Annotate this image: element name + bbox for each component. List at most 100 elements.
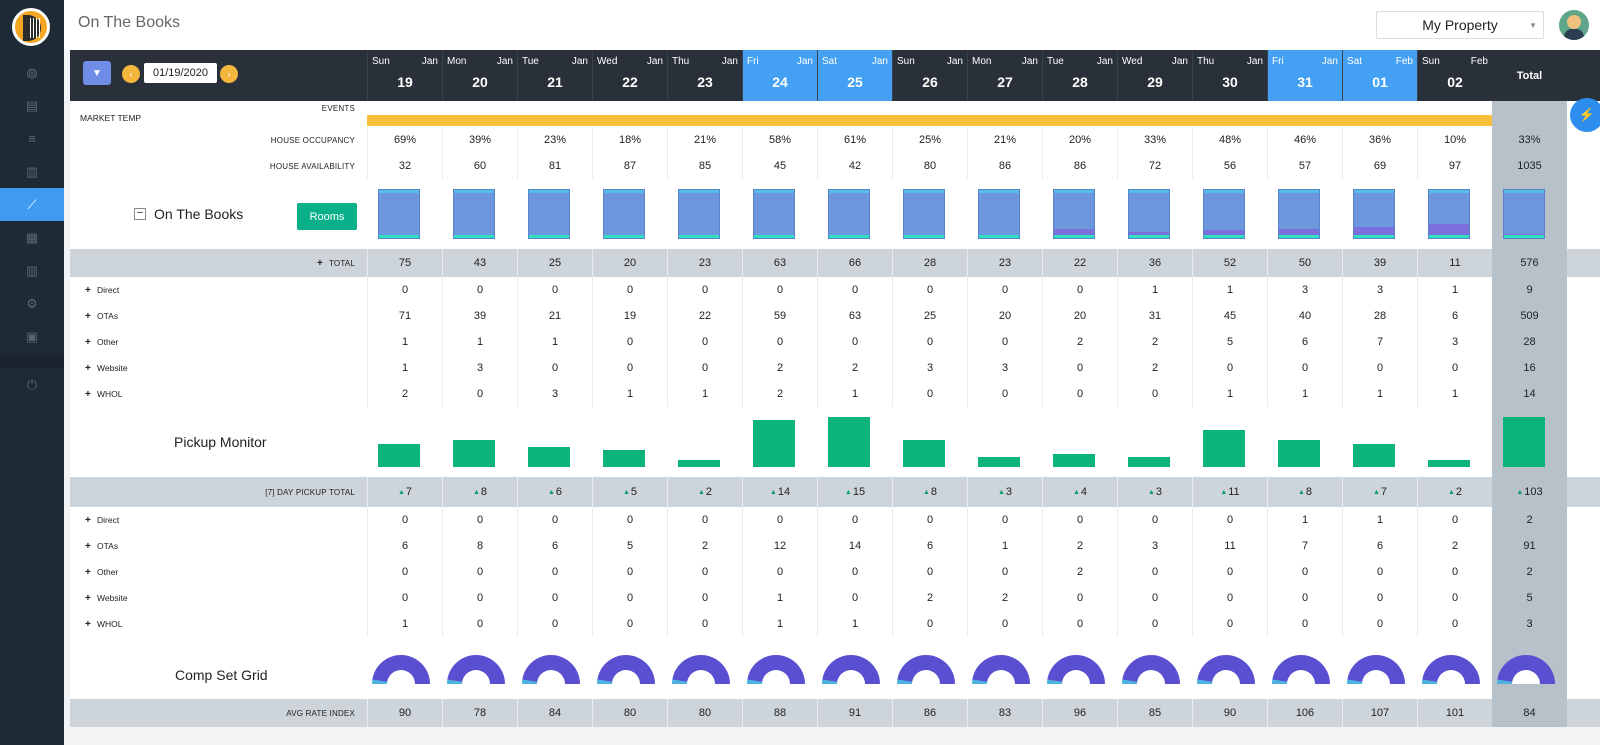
value-cell: 0 — [1192, 611, 1267, 637]
expand-icon[interactable]: + — [85, 310, 91, 322]
expand-icon[interactable]: + — [85, 514, 91, 526]
collapse-icon[interactable]: − — [134, 208, 146, 220]
day-header[interactable]: Sun Jan 19 — [367, 50, 442, 101]
sidebar-item-power[interactable]: ⏻ — [0, 368, 64, 401]
flash-icon[interactable]: ⚡ — [1570, 98, 1600, 132]
property-select[interactable]: My Property ▼ — [1376, 11, 1544, 39]
cell-value: 32 — [398, 160, 412, 172]
cell-value: 0 — [401, 514, 409, 526]
value-cell: 0 — [667, 355, 742, 381]
expand-icon[interactable]: + — [85, 540, 91, 552]
value-cell: 0 — [967, 381, 1042, 407]
value-cell: 39% — [442, 127, 517, 153]
value-cell: 2 — [742, 355, 817, 381]
stack-mid-segment — [1354, 227, 1394, 235]
cell-value: 57 — [1298, 160, 1312, 172]
stack-bottom-segment — [1354, 235, 1394, 238]
value-cell: 32 — [367, 153, 442, 179]
value-cell: 60 — [442, 153, 517, 179]
value-cell: 3 — [517, 381, 592, 407]
events-row: EVENTS MARKET TEMP — [70, 101, 1600, 127]
sidebar-item-building[interactable]: ▤ — [0, 89, 64, 122]
channel-name: Other — [97, 337, 119, 347]
day-header-top: Sat Feb — [1343, 50, 1417, 67]
filter-button[interactable]: ▼ — [83, 61, 111, 85]
calendar-icon: ▦ — [25, 229, 39, 245]
day-month: Jan — [1021, 56, 1038, 67]
cell-value: 21 — [548, 310, 562, 322]
cell-value: 0 — [1376, 566, 1384, 578]
sidebar-item-report[interactable]: ▥ — [0, 254, 64, 287]
day-header[interactable]: Tue Jan 21 — [517, 50, 592, 101]
cell-value: 1 — [851, 618, 859, 630]
value-cell: 0 — [667, 611, 742, 637]
day-header[interactable]: Sun Jan 26 — [892, 50, 967, 101]
cell-value: 0 — [1001, 566, 1009, 578]
day-header[interactable]: Wed Jan 22 — [592, 50, 667, 101]
cell-value: 2 — [1001, 592, 1009, 604]
cell-value: 78 — [473, 707, 487, 719]
day-header[interactable]: Sat Jan 25 — [817, 50, 892, 101]
value-cell: 0 — [817, 507, 892, 533]
value-cell: 57 — [1267, 153, 1342, 179]
expand-icon[interactable]: + — [85, 592, 91, 604]
prev-date-button[interactable]: ‹ — [122, 65, 140, 83]
day-header[interactable]: Tue Jan 28 — [1042, 50, 1117, 101]
value-cell: 3 — [892, 355, 967, 381]
stack-bottom-segment — [454, 235, 494, 238]
rooms-button[interactable]: Rooms — [297, 203, 357, 230]
day-header[interactable]: Mon Jan 27 — [967, 50, 1042, 101]
expand-icon[interactable]: + — [85, 388, 91, 400]
cell-value: 0 — [551, 284, 559, 296]
cell-value: 0 — [1076, 362, 1084, 374]
sidebar-item-bar-chart[interactable]: ▥ — [0, 155, 64, 188]
day-header[interactable]: Sat Feb 01 — [1342, 50, 1417, 101]
day-header[interactable]: Thu Jan 30 — [1192, 50, 1267, 101]
sidebar-item-notebook[interactable]: ▣ — [0, 320, 64, 353]
day-header[interactable]: Sun Feb 02 — [1417, 50, 1492, 101]
expand-icon[interactable]: + — [85, 336, 91, 348]
cell-value: 1 — [1301, 388, 1309, 400]
value-cell: 0 — [367, 559, 442, 585]
cell-value: 0 — [1151, 618, 1159, 630]
settings-icon: ⚙ — [26, 295, 38, 311]
avatar[interactable] — [1559, 10, 1589, 40]
cell-value: 0 — [926, 336, 934, 348]
cell-value: 14 — [777, 486, 791, 498]
sidebar-item-dashboard[interactable]: ◍ — [0, 56, 64, 89]
house-availability-label: HOUSE AVAILABILITY — [269, 161, 355, 171]
stack-bottom-segment — [1054, 235, 1094, 238]
value-cell: 0 — [1117, 559, 1192, 585]
day-header[interactable]: Mon Jan 20 — [442, 50, 517, 101]
donut-hole — [1062, 670, 1090, 684]
value-cell: ▲ 2 — [667, 477, 742, 507]
value-cell: 106 — [1267, 699, 1342, 727]
expand-icon[interactable]: + — [85, 618, 91, 630]
cell-value: 87 — [623, 160, 637, 172]
app-logo[interactable] — [12, 8, 50, 46]
cell-value: 0 — [701, 566, 709, 578]
total-cell: 84 — [1492, 699, 1567, 727]
next-date-button[interactable]: › — [220, 65, 238, 83]
sidebar-item-calendar[interactable]: ▦ — [0, 221, 64, 254]
day-header[interactable]: Thu Jan 23 — [667, 50, 742, 101]
expand-icon[interactable]: + — [85, 284, 91, 296]
value-cell: 66 — [817, 249, 892, 277]
day-header[interactable]: Fri Jan 31 — [1267, 50, 1342, 101]
expand-icon[interactable]: + — [85, 362, 91, 374]
date-input[interactable] — [144, 63, 217, 83]
day-header[interactable]: Wed Jan 29 — [1117, 50, 1192, 101]
sidebar-item-trend[interactable]: ⟋ — [0, 188, 64, 221]
value-cell: ▲ 2 — [1417, 477, 1492, 507]
sidebar-item-settings[interactable]: ⚙ — [0, 287, 64, 320]
expand-icon[interactable]: + — [316, 257, 323, 269]
day-header[interactable]: Fri Jan 24 — [742, 50, 817, 101]
value-cell: 23 — [667, 249, 742, 277]
cell-value: 3 — [476, 362, 484, 374]
expand-icon[interactable]: + — [85, 566, 91, 578]
total-cell: 14 — [1492, 381, 1567, 407]
notebook-icon: ▣ — [25, 328, 39, 344]
sidebar-item-list[interactable]: ≡ — [0, 122, 64, 155]
channel-name: Website — [97, 593, 128, 603]
stack-bottom-segment — [679, 235, 719, 238]
